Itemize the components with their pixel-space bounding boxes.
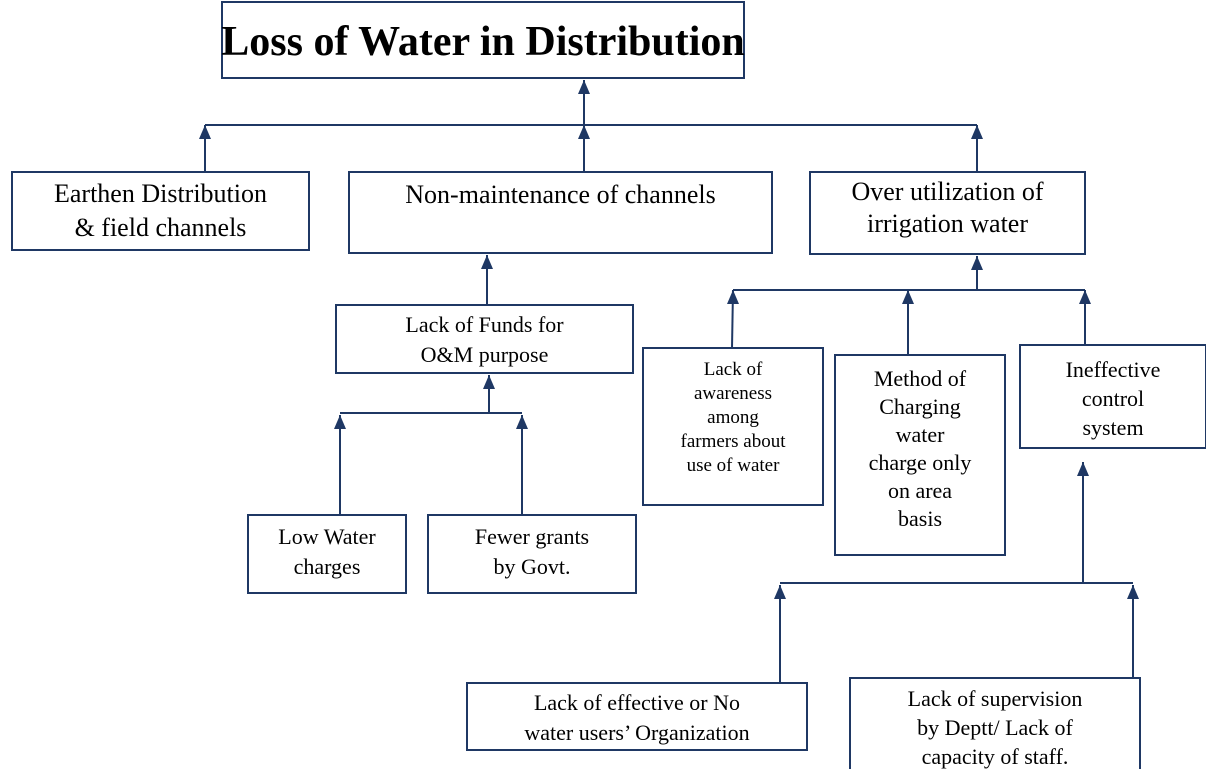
node-box	[1019, 344, 1206, 449]
label-line: basis	[898, 506, 942, 531]
node-label: Non-maintenance of channels	[405, 180, 715, 209]
arrowhead	[578, 125, 590, 139]
node-label: Lack of effective or No water users’ Orga…	[524, 690, 749, 745]
title-box	[221, 1, 745, 79]
arrowhead	[902, 290, 914, 304]
label-line: on area	[888, 478, 952, 503]
label-line: Charging	[879, 394, 960, 419]
label-line: & field channels	[75, 213, 247, 242]
arrowhead	[971, 125, 983, 139]
node-box	[834, 354, 1006, 556]
node-label: Earthen Distribution & field channels	[54, 179, 267, 242]
arrowhead	[516, 415, 528, 429]
label-line: Over utilization of	[851, 177, 1043, 206]
arrowhead	[578, 80, 590, 94]
node-box	[427, 514, 637, 594]
label-line: charge only	[869, 450, 972, 475]
label-line: Earthen Distribution	[54, 179, 267, 208]
label-line: O&M purpose	[421, 342, 549, 367]
label-line: water users’ Organization	[524, 720, 749, 745]
node-box	[642, 347, 824, 506]
arrowhead	[199, 125, 211, 139]
label-line: capacity of staff.	[922, 744, 1069, 769]
label-line: charges	[294, 554, 361, 579]
label-line: irrigation water	[867, 209, 1028, 238]
label-line: Lack of supervision	[908, 686, 1083, 711]
label-line: Lack of effective or No	[534, 690, 740, 715]
node-box	[247, 514, 407, 594]
node-label: Over utilization of irrigation water	[851, 177, 1043, 238]
node-label: Lack of supervision by Deptt/ Lack of capa…	[908, 686, 1083, 769]
label-line: by Deptt/ Lack of	[917, 715, 1073, 740]
node-label: Fewer grants by Govt.	[475, 524, 589, 579]
label-line: control	[1082, 386, 1144, 411]
node-box	[348, 171, 773, 254]
label-line: Lack of	[704, 359, 763, 380]
node-box	[466, 682, 808, 751]
arrowhead	[727, 290, 739, 304]
node-box	[849, 677, 1141, 769]
label-line: by Govt.	[494, 554, 571, 579]
arrowhead	[774, 585, 786, 599]
node-box	[11, 171, 310, 251]
arrowhead	[334, 415, 346, 429]
label-line: use of water	[687, 455, 781, 476]
label-line: Method of	[874, 366, 967, 391]
node-label: Low Water charges	[278, 524, 376, 579]
label-line: Non-maintenance of channels	[405, 180, 715, 209]
arrowhead	[1077, 462, 1089, 476]
label-line: farmers about	[681, 431, 787, 452]
label-line: Lack of Funds for	[405, 312, 564, 337]
label-line: Fewer grants	[475, 524, 589, 549]
arrowhead	[1079, 290, 1091, 304]
node-label: Ineffective control system	[1066, 357, 1161, 440]
label-line: awareness	[694, 383, 772, 404]
node-label: Lack of awareness among farmers about use of…	[681, 359, 787, 476]
label-line: water	[896, 422, 946, 447]
arrowhead	[481, 255, 493, 269]
node-label: Method of Charging water charge only on area…	[869, 366, 972, 531]
arrowhead	[483, 375, 495, 389]
title: Loss of Water in Distribution	[221, 19, 745, 65]
arrowhead	[1127, 585, 1139, 599]
label-line: Ineffective	[1066, 357, 1161, 382]
node-box	[335, 304, 634, 374]
node-label: Lack of Funds for O&M purpose	[405, 312, 564, 367]
label-line: system	[1082, 415, 1143, 440]
arrowhead	[971, 256, 983, 270]
label-line: Low Water	[278, 524, 376, 549]
label-line: among	[707, 407, 759, 428]
node-box	[809, 171, 1086, 255]
